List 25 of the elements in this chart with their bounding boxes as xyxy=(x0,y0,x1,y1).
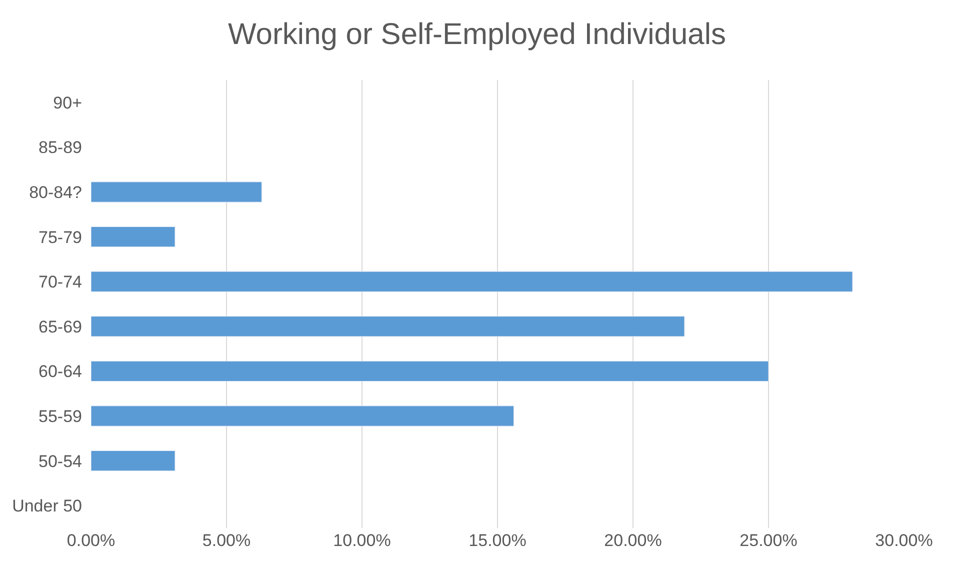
y-tick-label: 55-59 xyxy=(38,406,82,426)
y-tick-label: 70-74 xyxy=(38,272,82,292)
x-tick-label: 15.00% xyxy=(468,531,526,550)
y-tick-label: Under 50 xyxy=(12,496,82,516)
y-tick-label: 65-69 xyxy=(38,317,82,336)
x-tick-label: 20.00% xyxy=(604,531,662,550)
bar xyxy=(91,271,853,292)
y-tick-label: 60-64 xyxy=(38,362,82,382)
y-tick-label: 85-89 xyxy=(38,138,82,158)
x-tick-label: 25.00% xyxy=(740,531,798,550)
bar xyxy=(91,360,769,382)
x-tick-label: 10.00% xyxy=(333,531,391,550)
y-tick-label: 75-79 xyxy=(38,228,82,247)
bar xyxy=(91,406,514,426)
y-tick-label: 90+ xyxy=(53,93,82,112)
x-tick-label: 5.00% xyxy=(202,531,251,550)
x-tick-label: 0.00% xyxy=(66,531,116,550)
x-tick-label: 30.00% xyxy=(875,531,933,550)
chart-title: Working or Self-Employed Individuals xyxy=(228,18,726,52)
bar xyxy=(91,226,176,248)
bar xyxy=(91,450,176,472)
y-tick-label: 80-84? xyxy=(29,182,82,202)
bar xyxy=(91,182,262,202)
bar xyxy=(91,316,685,337)
y-tick-label: 50-54 xyxy=(38,452,82,471)
